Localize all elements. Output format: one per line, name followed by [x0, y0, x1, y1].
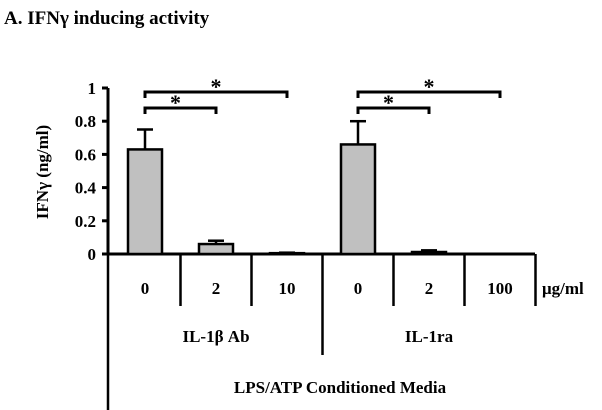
significance-star: *	[383, 90, 394, 115]
y-tick-label: 0.8	[75, 112, 96, 131]
y-tick-label: 0.2	[75, 212, 96, 231]
chart-title: A. IFNγ inducing activity	[4, 8, 210, 29]
significance-star: *	[170, 90, 181, 115]
bar	[410, 250, 448, 256]
x-unit-label: μg/ml	[542, 279, 584, 298]
y-tick-label: 0.4	[75, 179, 97, 198]
bar	[126, 148, 164, 256]
significance-bracket	[356, 90, 502, 98]
significance-star: *	[424, 74, 435, 99]
significance-bracket	[143, 106, 218, 114]
x-axis-label: LPS/ATP Conditioned Media	[234, 378, 447, 397]
y-axis-label: IFNγ (ng/ml)	[33, 125, 52, 219]
significance-bracket	[356, 106, 431, 114]
x-group-label: IL-1ra	[405, 327, 454, 346]
x-category-label: 0	[141, 279, 150, 298]
y-tick-label: 0.6	[75, 145, 96, 164]
y-tick-label: 1	[88, 79, 97, 98]
x-group-label: IL-1β Ab	[182, 327, 249, 346]
x-category-label: 2	[212, 279, 221, 298]
significance-bracket	[143, 90, 289, 98]
bar	[339, 143, 377, 256]
bar	[197, 242, 235, 256]
x-category-label: 2	[425, 279, 434, 298]
x-category-label: 10	[279, 279, 296, 298]
x-category-label: 100	[487, 279, 513, 298]
significance-star: *	[211, 74, 222, 99]
x-category-label: 0	[354, 279, 363, 298]
y-tick-label: 0	[88, 245, 97, 264]
